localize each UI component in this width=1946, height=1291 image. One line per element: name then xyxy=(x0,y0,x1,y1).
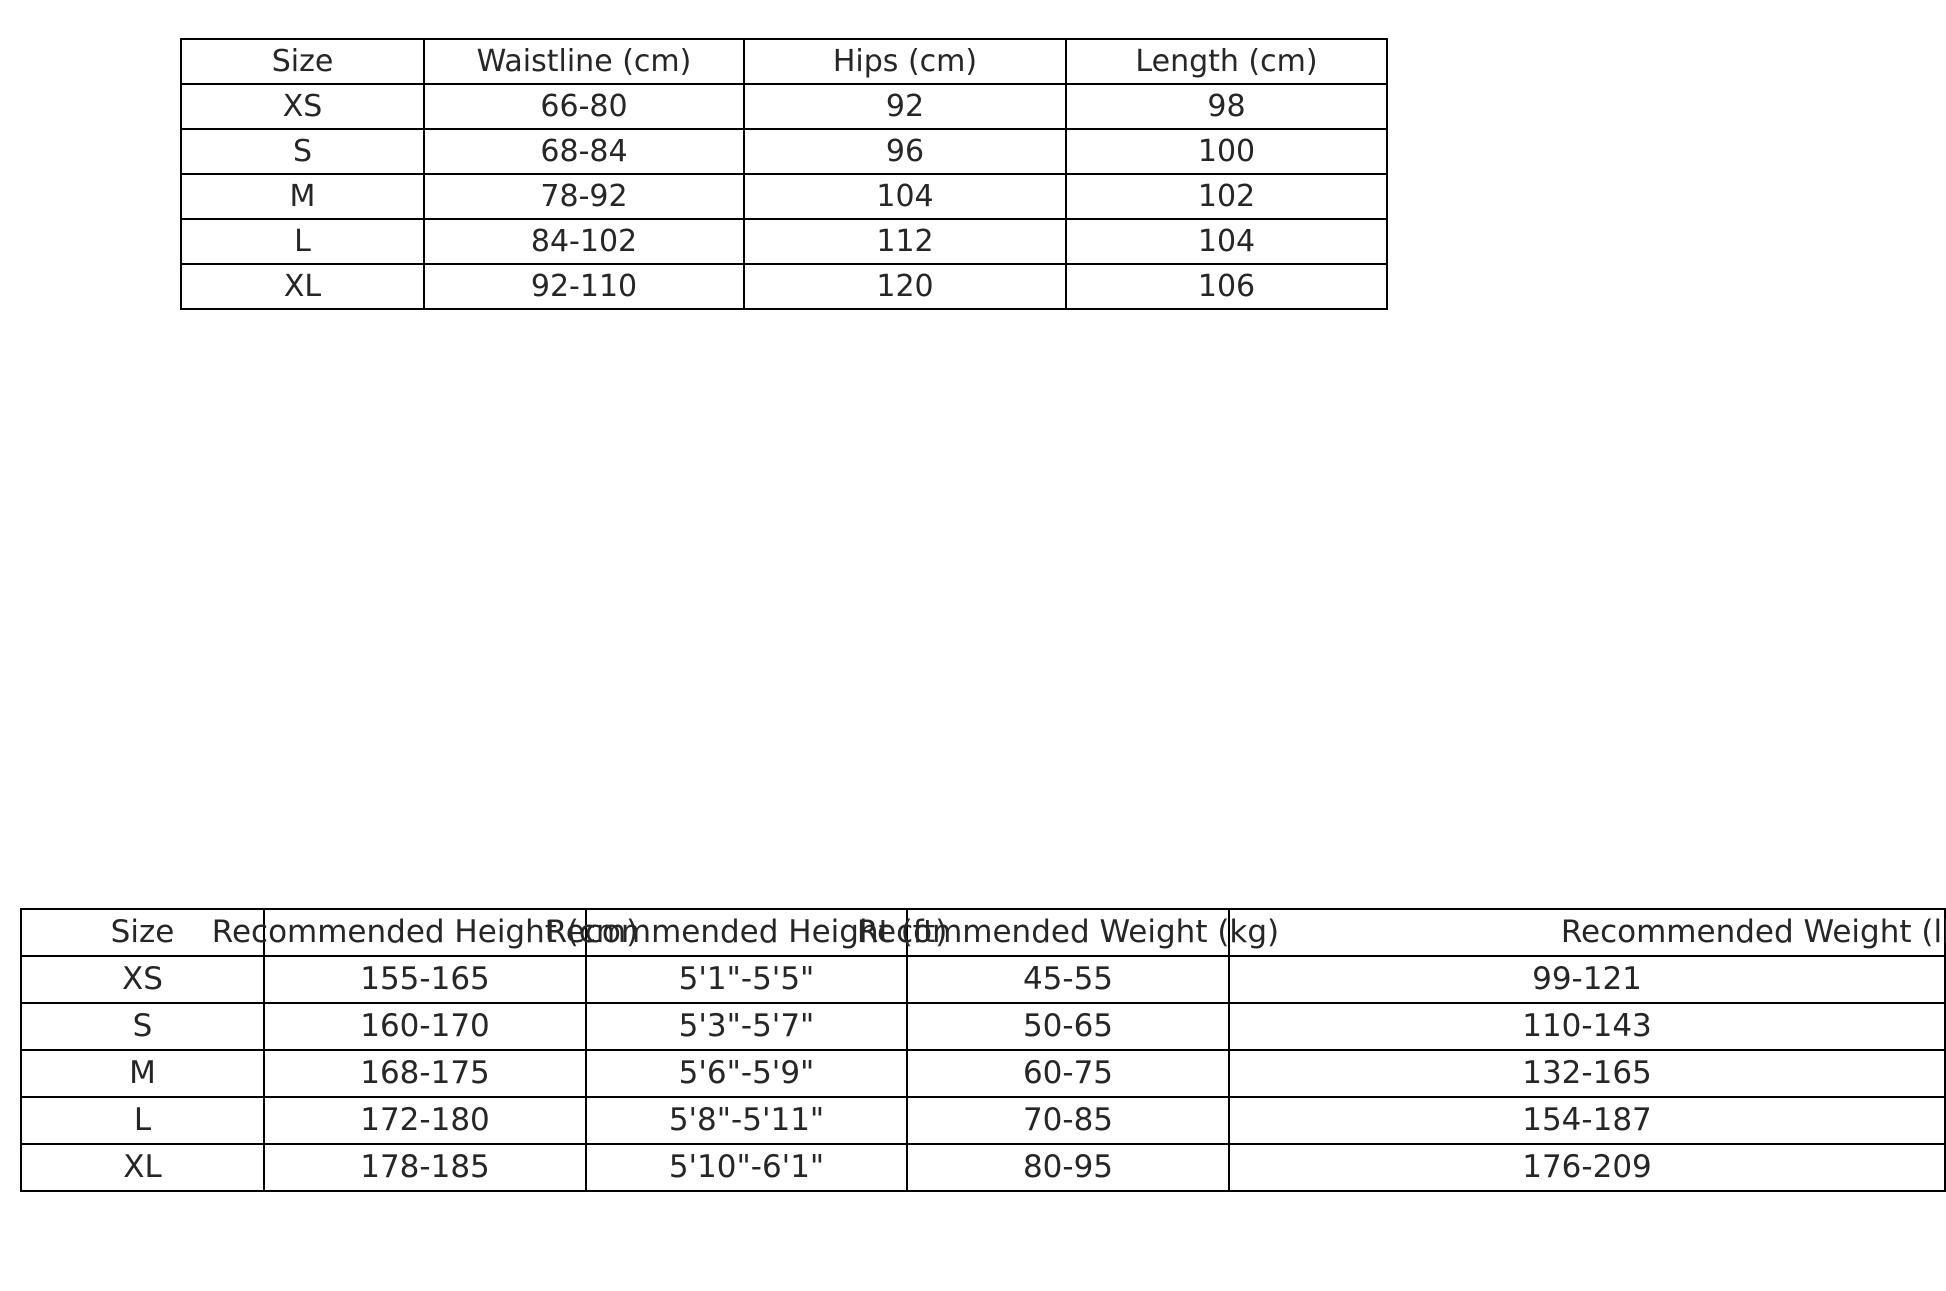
cell-size: L xyxy=(180,218,425,265)
cell-length: 98 xyxy=(1065,83,1388,130)
cell-length: 104 xyxy=(1065,218,1388,265)
table-row: L 84-102 112 104 xyxy=(180,218,1388,265)
cell-size: XS xyxy=(180,83,425,130)
table-row: XL 92-110 120 106 xyxy=(180,263,1388,310)
cell-size: XS xyxy=(20,955,265,1004)
cell-height-cm: 155-165 xyxy=(263,955,587,1004)
table-header-row: Size Waistline (cm) Hips (cm) Length (cm… xyxy=(180,38,1388,85)
column-header-hips: Hips (cm) xyxy=(743,38,1067,85)
cell-weight-kg: 60-75 xyxy=(906,1049,1230,1098)
cell-waistline: 68-84 xyxy=(423,128,745,175)
cell-weight-lbs: 99-121 xyxy=(1228,955,1946,1004)
cell-length: 100 xyxy=(1065,128,1388,175)
cell-size: XL xyxy=(180,263,425,310)
table-header-row: Size Recommended Height (cm) Recommended… xyxy=(20,908,1946,957)
cell-hips: 120 xyxy=(743,263,1067,310)
table-row: L 172-180 5'8"-5'11" 70-85 154-187 xyxy=(20,1096,1946,1145)
cell-size: S xyxy=(20,1002,265,1051)
column-header-recommended-height-ft-label: Recommended Height (ft) xyxy=(545,914,948,950)
cell-waistline: 92-110 xyxy=(423,263,745,310)
column-header-waistline: Waistline (cm) xyxy=(423,38,745,85)
cell-weight-lbs: 154-187 xyxy=(1228,1096,1946,1145)
column-header-length: Length (cm) xyxy=(1065,38,1388,85)
table-row: M 78-92 104 102 xyxy=(180,173,1388,220)
column-header-recommended-weight-kg-label: Recommended Weight (kg) xyxy=(856,914,1280,950)
cell-height-cm: 178-185 xyxy=(263,1143,587,1192)
cell-hips: 112 xyxy=(743,218,1067,265)
cell-weight-kg: 70-85 xyxy=(906,1096,1230,1145)
column-header-size: Size xyxy=(180,38,425,85)
column-header-size: Size xyxy=(20,908,265,957)
cell-height-ft: 5'1"-5'5" xyxy=(585,955,908,1004)
cell-height-cm: 168-175 xyxy=(263,1049,587,1098)
garment-measurement-table-container: Size Waistline (cm) Hips (cm) Length (cm… xyxy=(180,38,1388,310)
table-row: M 168-175 5'6"-5'9" 60-75 132-165 xyxy=(20,1049,1946,1098)
cell-weight-lbs: 176-209 xyxy=(1228,1143,1946,1192)
table-row: S 68-84 96 100 xyxy=(180,128,1388,175)
cell-hips: 104 xyxy=(743,173,1067,220)
column-header-recommended-height-cm: Recommended Height (cm) xyxy=(212,908,638,957)
table-row: XL 178-185 5'10"-6'1" 80-95 176-209 xyxy=(20,1143,1946,1192)
table-row: S 160-170 5'3"-5'7" 50-65 110-143 xyxy=(20,1002,1946,1051)
cell-height-ft: 5'6"-5'9" xyxy=(585,1049,908,1098)
cell-length: 102 xyxy=(1065,173,1388,220)
cell-length: 106 xyxy=(1065,263,1388,310)
cell-hips: 92 xyxy=(743,83,1067,130)
body-recommendation-table: Size Recommended Height (cm) Recommended… xyxy=(20,908,1946,1192)
cell-weight-lbs: 110-143 xyxy=(1228,1002,1946,1051)
cell-waistline: 84-102 xyxy=(423,218,745,265)
cell-weight-lbs: 132-165 xyxy=(1228,1049,1946,1098)
cell-weight-kg: 50-65 xyxy=(906,1002,1230,1051)
column-header-size-label: Size xyxy=(110,914,175,950)
column-header-recommended-weight-lbs-label: Recommended Weight (lbs) xyxy=(1560,914,1946,950)
cell-height-ft: 5'8"-5'11" xyxy=(585,1096,908,1145)
cell-height-cm: 160-170 xyxy=(263,1002,587,1051)
cell-hips: 96 xyxy=(743,128,1067,175)
cell-waistline: 78-92 xyxy=(423,173,745,220)
body-recommendation-table-container: Size Recommended Height (cm) Recommended… xyxy=(20,908,1946,1192)
column-header-recommended-weight-lbs: Recommended Weight (lbs) xyxy=(1228,908,1946,957)
cell-waistline: 66-80 xyxy=(423,83,745,130)
cell-height-ft: 5'3"-5'7" xyxy=(585,1002,908,1051)
cell-size: M xyxy=(20,1049,265,1098)
cell-weight-kg: 80-95 xyxy=(906,1143,1230,1192)
column-header-recommended-height-cm-label: Recommended Height (cm) xyxy=(211,914,639,950)
cell-height-cm: 172-180 xyxy=(263,1096,587,1145)
column-header-recommended-height-ft: Recommended Height (ft) xyxy=(546,908,947,957)
table-row: XS 155-165 5'1"-5'5" 45-55 99-121 xyxy=(20,955,1946,1004)
table-row: XS 66-80 92 98 xyxy=(180,83,1388,130)
cell-height-ft: 5'10"-6'1" xyxy=(585,1143,908,1192)
cell-weight-kg: 45-55 xyxy=(906,955,1230,1004)
column-header-recommended-weight-kg: Recommended Weight (kg) xyxy=(857,908,1279,957)
cell-size: L xyxy=(20,1096,265,1145)
cell-size: S xyxy=(180,128,425,175)
cell-size: XL xyxy=(20,1143,265,1192)
garment-measurement-table: Size Waistline (cm) Hips (cm) Length (cm… xyxy=(180,38,1388,310)
cell-size: M xyxy=(180,173,425,220)
